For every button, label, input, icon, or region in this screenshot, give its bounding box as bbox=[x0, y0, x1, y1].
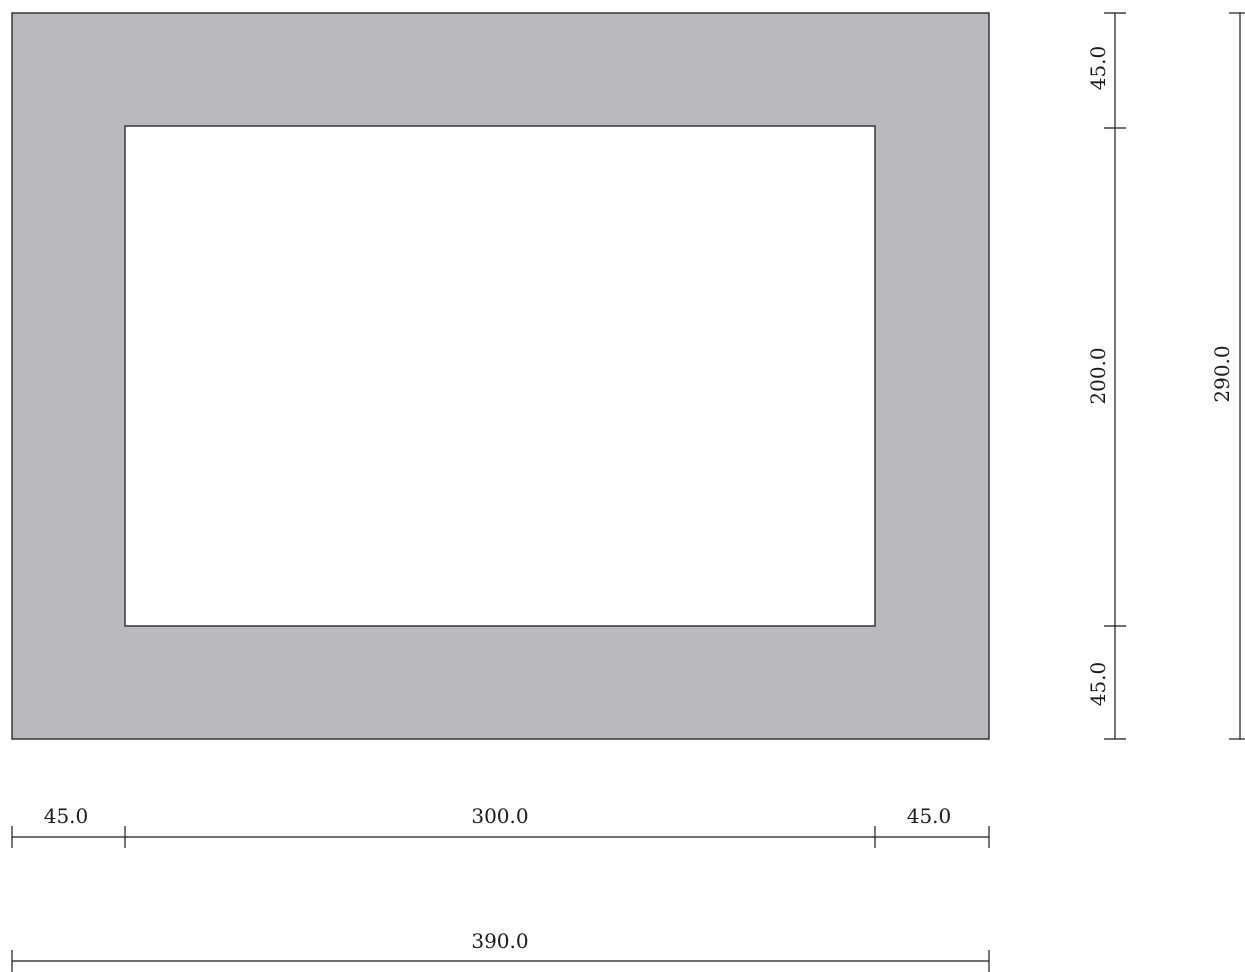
dim-label-v-bottom: 45.0 bbox=[1086, 662, 1110, 707]
dim-label-h-middle: 300.0 bbox=[471, 804, 528, 828]
dim-label-h-right: 45.0 bbox=[907, 804, 952, 828]
horizontal-total-dimension: 390.0 bbox=[11, 929, 990, 972]
vertical-segment-dimension: 45.0 200.0 45.0 bbox=[1086, 12, 1126, 740]
dim-label-v-total: 290.0 bbox=[1210, 345, 1234, 402]
dim-label-v-top: 45.0 bbox=[1086, 46, 1110, 91]
vertical-total-dimension: 290.0 bbox=[1210, 12, 1245, 740]
section-inner-hole bbox=[124, 125, 876, 627]
dim-label-h-left: 45.0 bbox=[44, 804, 89, 828]
horizontal-segment-dimension: 45.0 300.0 45.0 bbox=[11, 804, 990, 848]
dim-label-h-total: 390.0 bbox=[471, 929, 528, 953]
dim-label-v-middle: 200.0 bbox=[1086, 347, 1110, 404]
